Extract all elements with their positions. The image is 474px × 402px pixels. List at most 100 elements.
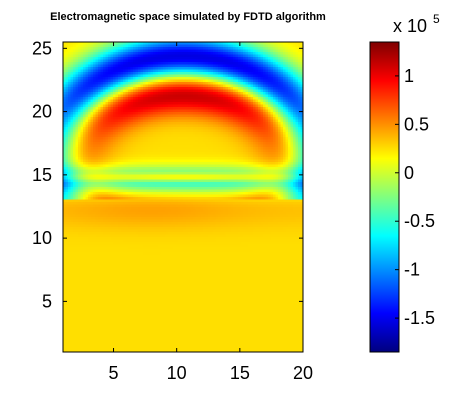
heatmap-cell <box>200 52 204 55</box>
heatmap-cell <box>225 64 229 68</box>
heatmap-cell <box>233 157 236 160</box>
heatmap-cell <box>93 92 96 95</box>
heatmap-cell <box>83 99 86 103</box>
heatmap-cell <box>130 74 134 78</box>
heatmap-cell <box>240 129 244 133</box>
heatmap-cell <box>238 124 241 128</box>
heatmap-cell <box>118 122 121 125</box>
heatmap-cell <box>73 144 76 148</box>
heatmap-cell <box>270 119 274 123</box>
heatmap-cell <box>145 117 149 120</box>
heatmap-cell <box>93 52 96 55</box>
heatmap-cell <box>230 49 234 53</box>
heatmap-cell <box>163 164 166 168</box>
heatmap-cell <box>133 102 136 105</box>
heatmap-cell <box>135 169 139 173</box>
heatmap-cell <box>215 167 219 170</box>
heatmap-cell <box>230 107 234 110</box>
heatmap-cell <box>148 77 151 80</box>
heatmap-cell <box>183 54 186 58</box>
heatmap-cell <box>120 44 124 48</box>
heatmap-cell <box>128 162 131 165</box>
heatmap-cell <box>258 164 261 168</box>
heatmap-cell <box>258 84 261 88</box>
heatmap-cell <box>175 62 179 65</box>
heatmap-cell <box>255 154 259 158</box>
heatmap-cell <box>275 102 279 105</box>
heatmap-cell <box>173 164 176 168</box>
heatmap-cell <box>98 89 101 93</box>
heatmap-cell <box>130 62 134 65</box>
heatmap-cell <box>138 154 141 158</box>
heatmap-cell <box>188 42 191 45</box>
heatmap-cell <box>180 94 184 98</box>
heatmap-cell <box>245 69 249 73</box>
heatmap-cell <box>245 132 249 135</box>
heatmap-cell <box>173 92 176 95</box>
heatmap-cell <box>213 134 216 138</box>
heatmap-cell <box>233 162 236 165</box>
heatmap-cell <box>130 154 134 158</box>
heatmap-cell <box>145 82 149 85</box>
heatmap-cell <box>65 57 69 60</box>
heatmap-cell <box>200 134 204 138</box>
heatmap-cell <box>233 154 236 158</box>
heatmap-cell <box>240 134 244 138</box>
heatmap-cell <box>198 44 201 48</box>
heatmap-cell <box>233 72 236 75</box>
heatmap-cell <box>63 84 66 88</box>
heatmap-cell <box>140 147 144 150</box>
heatmap-cell <box>200 89 204 93</box>
heatmap-cell <box>173 137 176 140</box>
heatmap-cell <box>300 104 304 108</box>
heatmap-cell <box>298 124 301 128</box>
heatmap-cell <box>190 167 194 170</box>
heatmap-cell <box>73 109 76 113</box>
heatmap-cell <box>265 77 269 80</box>
heatmap-cell <box>100 104 104 108</box>
heatmap-cell <box>73 47 76 50</box>
heatmap-cell <box>85 97 89 100</box>
heatmap-cell <box>150 94 154 98</box>
heatmap-cell <box>265 89 269 93</box>
heatmap-cell <box>298 49 301 53</box>
heatmap-cell <box>75 109 79 113</box>
heatmap-cell <box>100 62 104 65</box>
heatmap-cell <box>193 144 196 148</box>
heatmap-cell <box>170 122 174 125</box>
heatmap-cell <box>185 84 189 88</box>
heatmap-cell <box>148 137 151 140</box>
heatmap-cell <box>143 52 146 55</box>
heatmap-cell <box>140 72 144 75</box>
heatmap-cell <box>75 102 79 105</box>
heatmap-cell <box>88 119 91 123</box>
heatmap-cell <box>218 42 221 45</box>
heatmap-cell <box>85 147 89 150</box>
heatmap-cell <box>273 117 276 120</box>
heatmap-cell <box>275 127 279 130</box>
heatmap-cell <box>158 139 161 143</box>
heatmap-cell <box>193 142 196 145</box>
heatmap-cell <box>93 134 96 138</box>
heatmap-cell <box>93 107 96 110</box>
heatmap-cell <box>265 117 269 120</box>
heatmap-cell <box>85 92 89 95</box>
heatmap-cell <box>250 84 254 88</box>
heatmap-cell <box>203 154 206 158</box>
heatmap-cell <box>78 162 81 165</box>
heatmap-cell <box>135 84 139 88</box>
heatmap-cell <box>103 157 106 160</box>
heatmap-cell <box>218 142 221 145</box>
heatmap-cell <box>293 139 296 143</box>
heatmap-cell <box>133 62 136 65</box>
heatmap-cell <box>178 104 181 108</box>
heatmap-cell <box>280 87 284 90</box>
heatmap-cell <box>68 74 71 78</box>
heatmap-cell <box>93 154 96 158</box>
heatmap-cell <box>70 104 74 108</box>
heatmap-cell <box>200 79 204 83</box>
heatmap-cell <box>215 132 219 135</box>
heatmap-cell <box>73 79 76 83</box>
heatmap-cell <box>293 169 296 173</box>
heatmap-cell <box>143 92 146 95</box>
